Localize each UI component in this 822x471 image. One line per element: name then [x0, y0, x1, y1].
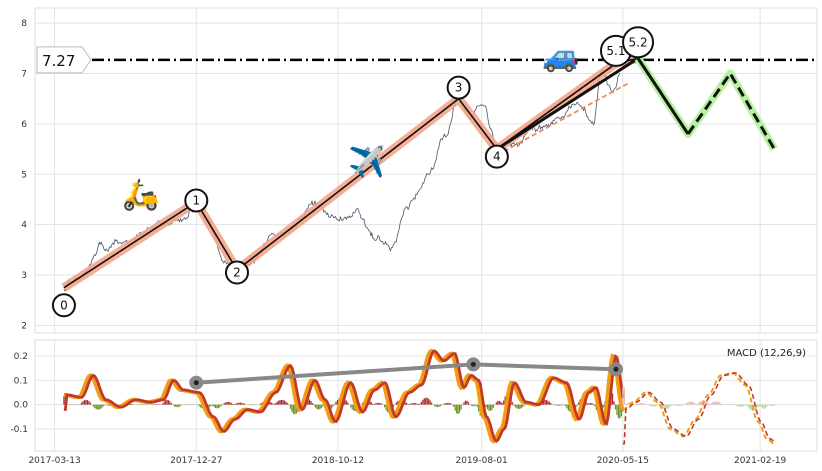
- wave-dashed-segment: [496, 62, 617, 150]
- price-level-tag: [36, 46, 92, 74]
- macd-y-tick-label: 0.0: [14, 401, 29, 411]
- x-tick-label: 2020-05-15: [597, 456, 649, 466]
- scooter-icon: 🛵: [122, 178, 159, 213]
- wave-label: 4: [493, 150, 501, 164]
- projection-line-dashed: [686, 70, 776, 150]
- price-gridlines: [35, 8, 817, 333]
- macd-y-tick-label: 0.1: [14, 376, 28, 386]
- wave-label: 5.2: [629, 35, 648, 49]
- car-icon: 🚙: [542, 39, 579, 74]
- wave-label: 0: [60, 298, 68, 312]
- price-panel-background: [34, 7, 818, 334]
- wave-label: 5.1: [606, 44, 625, 58]
- macd-gridlines: [35, 340, 817, 451]
- x-tick-label: 2017-12-27: [170, 456, 222, 466]
- wave-label: 1: [192, 193, 200, 207]
- wave-label-circle: [224, 260, 249, 285]
- wave-label-circle: [446, 75, 471, 100]
- x-tick-label: 2019-08-01: [455, 456, 507, 466]
- annotations: 7.27 0 1 2 3 4 5.1 5.2 🛵 ✈️ 🚙: [36, 26, 655, 390]
- macd-divergence-point-center: [193, 380, 199, 386]
- price-level-label: 7.27: [42, 52, 75, 70]
- price-y-tick-label: 3: [21, 271, 27, 281]
- airplane-icon: ✈️: [348, 143, 385, 180]
- wave-label-circle: [51, 293, 76, 318]
- wave-label-circle: [622, 26, 655, 59]
- wave-orange-guide: [496, 82, 629, 156]
- x-tick-label: 2021-02-19: [734, 456, 787, 466]
- macd-divergence-point-center: [613, 366, 619, 372]
- projection-line-solid: [636, 57, 690, 135]
- wave-label: 2: [233, 266, 241, 280]
- x-tick-label: 2017-03-13: [28, 456, 80, 466]
- wave-label-circle: [484, 144, 509, 169]
- price-y-tick-label: 4: [21, 221, 27, 231]
- macd-y-tick-label: -0.1: [10, 425, 28, 435]
- price-y-tick-label: 6: [21, 120, 27, 130]
- wave-label-circle: [184, 188, 209, 213]
- wave-label: 3: [455, 81, 463, 95]
- x-tick-label: 2018-10-12: [312, 456, 364, 466]
- price-y-tick-label: 2: [21, 321, 27, 331]
- macd-y-tick-label: 0.2: [14, 352, 28, 362]
- macd-projected-line: [622, 372, 775, 445]
- wave-4-to-5-line: [496, 57, 639, 151]
- macd-plot: [63, 348, 775, 445]
- price-y-tick-label: 7: [21, 70, 27, 80]
- axis-labels: 2 3 4 5 6 7 8 -0.1 0.0 0.1 0.2 2017-03-13 2017-12-27…: [10, 19, 806, 466]
- macd-signal-line: [63, 349, 625, 444]
- price-y-tick-label: 8: [21, 19, 27, 29]
- macd-divergence-point-center: [470, 361, 476, 367]
- price-y-tick-label: 5: [21, 170, 27, 180]
- macd-projected-signal-line: [622, 372, 775, 445]
- macd-title: MACD (12,26,9): [727, 348, 806, 359]
